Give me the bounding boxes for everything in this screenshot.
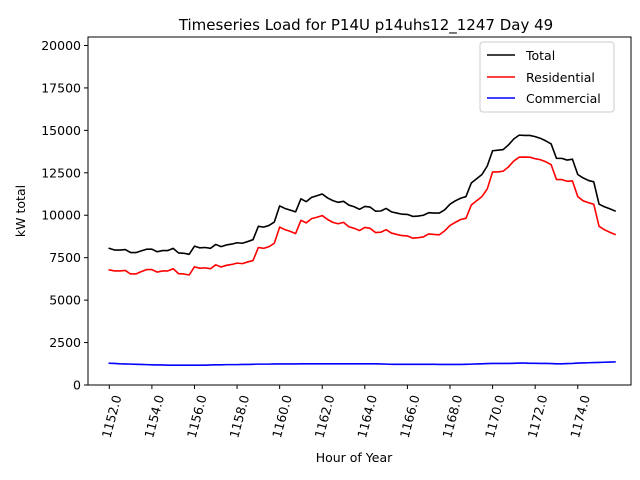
y-tick-label: 7500 [49,250,81,265]
legend-label-total: Total [525,48,555,63]
y-tick-label: 10000 [41,208,81,223]
y-tick-label: 17500 [41,80,81,95]
series-line-residential [108,156,617,276]
series-line-commercial [108,361,616,366]
y-tick-label: 12500 [41,165,81,180]
x-axis-label: Hour of Year [316,450,393,465]
y-tick-label: 5000 [49,293,81,308]
chart-title: Timeseries Load for P14U p14uhs12_1247 D… [178,16,553,35]
legend-box [479,41,615,113]
y-tick-label: 15000 [41,123,81,138]
axes-frame [87,36,632,386]
y-tick-label: 0 [73,378,81,393]
series-line-total [108,134,617,256]
y-axis-label: kW total [13,185,28,237]
legend: Total Residential Commercial [479,41,615,113]
legend-label-commercial: Commercial [526,91,601,106]
series-layer [108,134,617,366]
y-tick-label: 2500 [49,335,81,350]
legend-label-residential: Residential [526,70,595,85]
y-tick-label: 20000 [41,38,81,53]
